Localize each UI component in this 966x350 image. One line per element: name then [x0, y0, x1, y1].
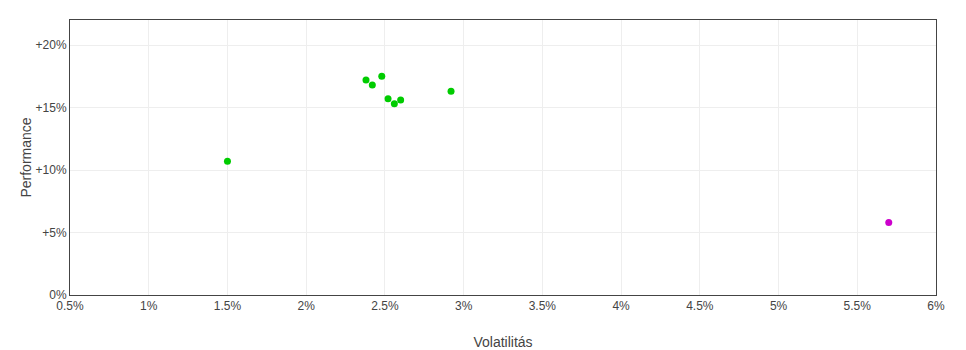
- svg-text:1.5%: 1.5%: [214, 299, 242, 313]
- svg-text:+5%: +5%: [42, 226, 67, 240]
- svg-text:+20%: +20%: [36, 38, 67, 52]
- svg-text:+15%: +15%: [36, 101, 67, 115]
- svg-text:2%: 2%: [298, 299, 316, 313]
- svg-text:5.5%: 5.5%: [844, 299, 872, 313]
- svg-text:6%: 6%: [927, 299, 945, 313]
- svg-text:3.5%: 3.5%: [529, 299, 557, 313]
- svg-text:Volatilitás: Volatilitás: [473, 334, 532, 350]
- svg-text:0.5%: 0.5%: [56, 299, 84, 313]
- svg-text:2.5%: 2.5%: [371, 299, 399, 313]
- svg-text:0%: 0%: [49, 288, 67, 302]
- svg-text:4%: 4%: [612, 299, 630, 313]
- svg-text:4.5%: 4.5%: [686, 299, 714, 313]
- svg-text:Performance: Performance: [18, 117, 34, 197]
- svg-text:1%: 1%: [140, 299, 158, 313]
- svg-text:+10%: +10%: [36, 163, 67, 177]
- svg-text:5%: 5%: [770, 299, 788, 313]
- svg-text:3%: 3%: [455, 299, 473, 313]
